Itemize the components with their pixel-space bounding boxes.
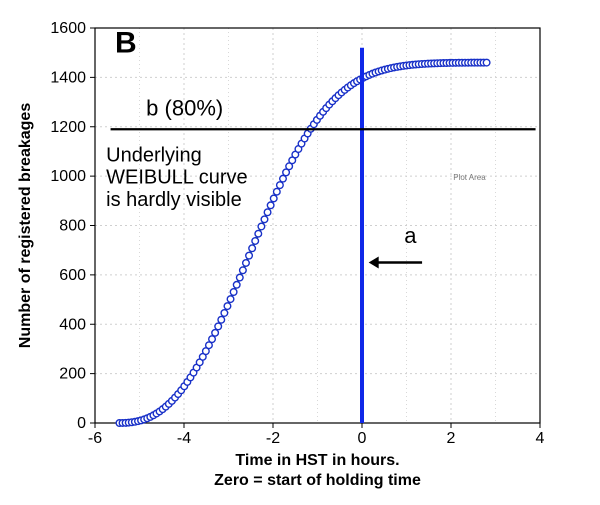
data-point [264, 209, 271, 216]
data-point [267, 202, 274, 209]
xtick-label: -4 [177, 430, 191, 447]
data-point [215, 323, 222, 330]
data-point [227, 296, 234, 303]
data-point [224, 303, 231, 310]
ytick-label: 1600 [50, 20, 86, 37]
chart-svg: 0 200 400 600 800 1000 1200 1400 1600 -6 -4 -2 0 2 4 Bb… [0, 0, 600, 505]
panel-letter: B [115, 27, 137, 60]
y-axis-label: Number of registered breakages [17, 103, 34, 349]
annotation-note-line: Underlying [106, 144, 202, 166]
data-point [280, 175, 287, 182]
ytick-label: 1400 [50, 69, 86, 86]
data-point [212, 330, 219, 337]
ytick-label: 800 [59, 218, 86, 235]
annotation-note-line: is hardly visible [106, 189, 242, 211]
data-point [230, 289, 237, 296]
x-axis-label-line1: Time in HST in hours. [235, 452, 399, 469]
ytick-label: 400 [59, 316, 86, 333]
ytick-label: 600 [59, 267, 86, 284]
data-point [240, 267, 247, 274]
data-point [258, 223, 265, 230]
data-point [483, 59, 490, 66]
annotation-a-label: a [404, 223, 417, 248]
data-point [243, 260, 250, 267]
ytick-label: 1000 [50, 168, 86, 185]
chart-container: 0 200 400 600 800 1000 1200 1400 1600 -6 -4 -2 0 2 4 Bb… [0, 0, 600, 505]
xtick-label: 4 [536, 430, 545, 447]
xtick-label: 0 [358, 430, 367, 447]
xtick-label: -6 [88, 430, 102, 447]
data-point [270, 195, 277, 202]
annotation-note-line: WEIBULL curve [106, 167, 248, 189]
ytick-label: 200 [59, 366, 86, 383]
ytick-label: 0 [77, 415, 86, 432]
data-point [218, 316, 225, 323]
ytick-label: 1200 [50, 119, 86, 136]
annotation-b-label: b (80%) [146, 96, 223, 121]
data-point [252, 238, 259, 245]
data-point [274, 188, 281, 195]
data-point [261, 216, 268, 223]
data-point [236, 274, 243, 281]
plot-area-tag: Plot Area [453, 173, 486, 182]
data-point [255, 230, 262, 237]
data-point [277, 182, 284, 189]
data-point [249, 245, 256, 252]
x-axis-label-line2: Zero = start of holding time [214, 472, 421, 489]
data-point [246, 252, 253, 259]
data-point [221, 310, 228, 317]
data-point [209, 336, 216, 343]
xtick-label: -2 [266, 430, 280, 447]
data-point [233, 282, 240, 289]
xtick-label: 2 [447, 430, 456, 447]
